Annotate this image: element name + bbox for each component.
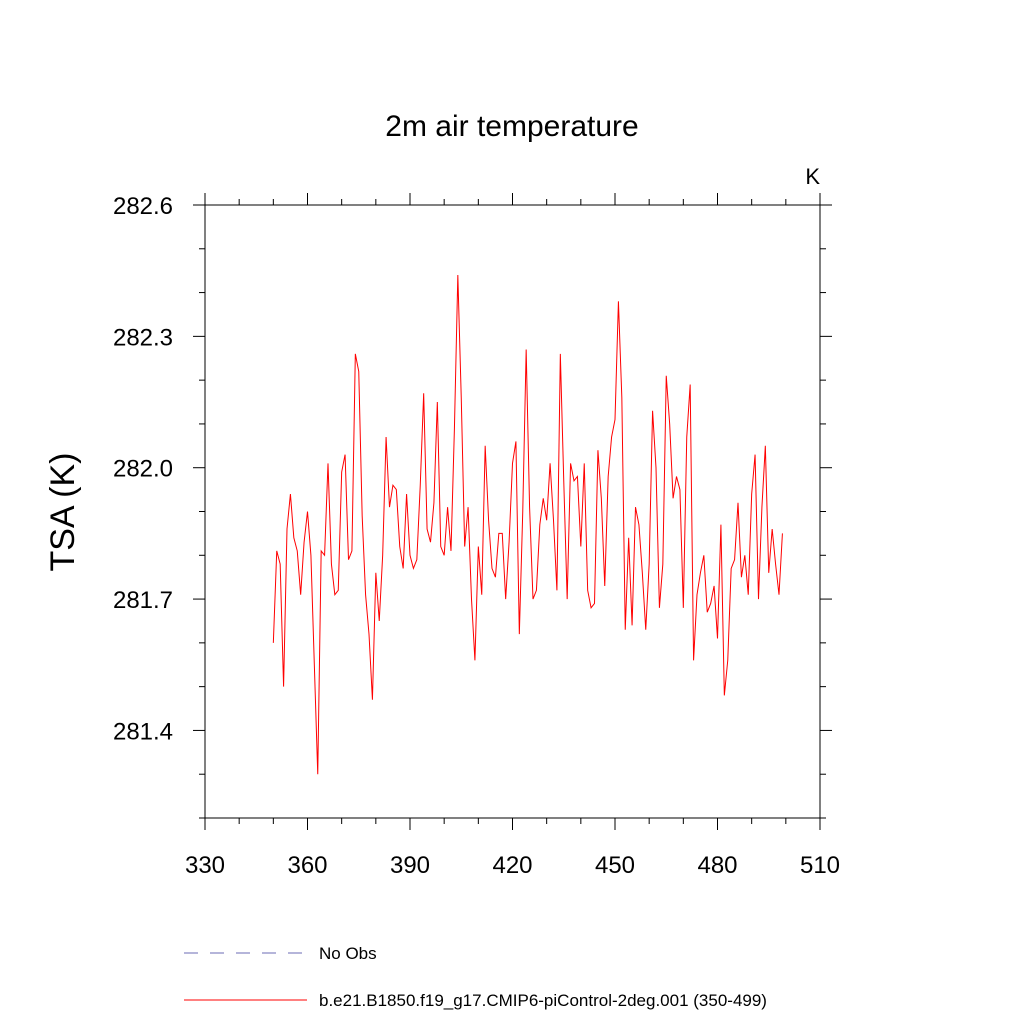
- legend: No Obs b.e21.B1850.f19_g17.CMIP6-piContro…: [184, 944, 767, 1010]
- x-tick-label: 480: [697, 852, 737, 879]
- x-tick-label: 510: [800, 852, 840, 879]
- y-axis-title: TSA (K): [44, 452, 82, 571]
- x-tick-label: 360: [287, 852, 327, 879]
- y-tick-label: 282.3: [113, 324, 173, 351]
- y-tick-label: 281.7: [113, 587, 173, 614]
- y-tick-label: 281.4: [113, 718, 173, 745]
- legend-label: b.e21.B1850.f19_g17.CMIP6-piControl-2deg…: [319, 991, 767, 1010]
- legend-label: No Obs: [319, 944, 377, 963]
- x-tick-label: 450: [595, 852, 635, 879]
- chart-title: 2m air temperature: [385, 110, 638, 143]
- y-tick-label: 282.6: [113, 193, 173, 220]
- plot-frame: [204, 204, 821, 819]
- y-tick-label: 282.0: [113, 456, 173, 483]
- units-label: K: [805, 164, 820, 189]
- x-tick-label: 390: [390, 852, 430, 879]
- series-layer: [272, 275, 783, 775]
- axis-ticks: 330 360 390 420 450 480 510 281.4 281.7 282.0 282.…: [113, 193, 840, 879]
- x-tick-label: 330: [185, 852, 225, 879]
- series-line: [272, 275, 783, 775]
- x-tick-label: 420: [492, 852, 532, 879]
